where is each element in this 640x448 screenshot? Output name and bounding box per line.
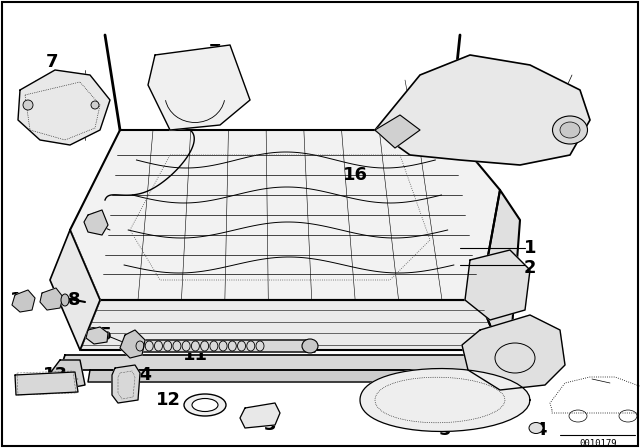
Polygon shape [40,288,63,310]
Text: 14: 14 [127,366,152,384]
Polygon shape [375,115,420,148]
Polygon shape [86,327,108,344]
Text: 15: 15 [88,326,113,344]
Text: 10: 10 [10,291,35,309]
Ellipse shape [192,399,218,412]
Polygon shape [60,355,495,370]
Text: 12: 12 [156,391,180,409]
Polygon shape [240,403,280,428]
Text: 5: 5 [439,421,451,439]
Polygon shape [45,360,85,390]
Polygon shape [465,250,530,320]
Polygon shape [480,190,520,355]
Polygon shape [15,372,78,395]
Text: 2: 2 [524,259,536,277]
Text: 3: 3 [264,416,276,434]
Text: 1: 1 [524,239,536,257]
Polygon shape [88,370,515,382]
Polygon shape [70,130,500,300]
Ellipse shape [529,422,543,434]
Polygon shape [148,45,250,130]
Text: 8: 8 [68,291,80,309]
Text: 7: 7 [45,53,58,71]
Polygon shape [12,290,35,312]
Text: 4: 4 [534,421,547,439]
Text: 13: 13 [42,366,67,384]
Text: 9: 9 [44,291,56,309]
Polygon shape [375,55,590,165]
Polygon shape [125,340,315,352]
Ellipse shape [302,339,318,353]
Polygon shape [84,210,108,235]
Ellipse shape [23,100,33,110]
Text: 16: 16 [342,166,367,184]
Ellipse shape [552,116,588,144]
Polygon shape [462,315,565,390]
Text: 7: 7 [209,43,221,61]
Ellipse shape [560,122,580,138]
Polygon shape [360,369,530,431]
Polygon shape [490,345,530,382]
Polygon shape [18,70,110,145]
Text: 0010179: 0010179 [579,439,617,448]
Polygon shape [112,365,140,403]
Ellipse shape [184,394,226,416]
Ellipse shape [61,294,69,306]
Text: 11: 11 [182,346,207,364]
Polygon shape [120,330,145,358]
Text: 6: 6 [89,211,101,229]
Ellipse shape [91,101,99,109]
Polygon shape [80,300,500,350]
Polygon shape [50,230,100,350]
